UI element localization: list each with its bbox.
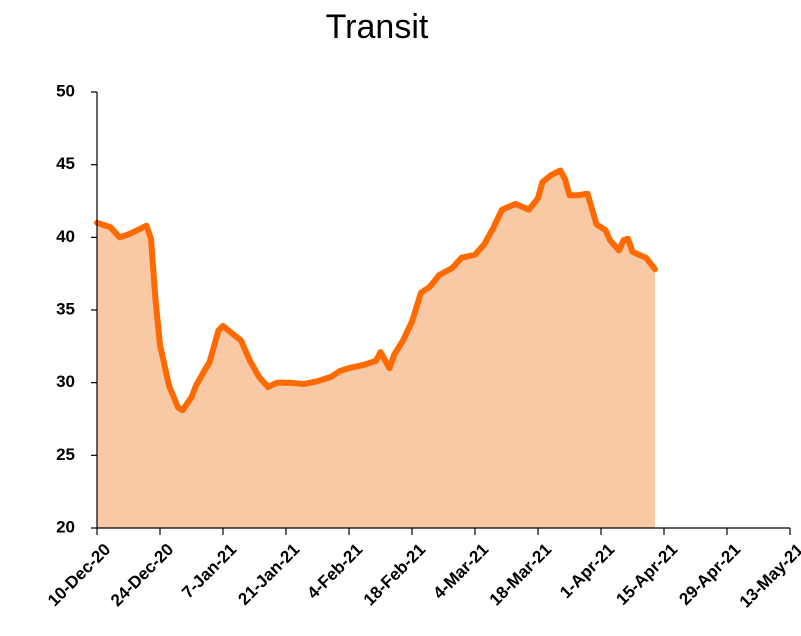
x-tick-label: 18-Feb-21 (360, 540, 430, 610)
x-tick-label: 1-Apr-21 (556, 540, 618, 602)
x-tick-label: 7-Jan-21 (178, 540, 240, 602)
y-tick-label: 30 (56, 372, 75, 391)
x-tick-label: 29-Apr-21 (675, 540, 744, 609)
y-tick-label: 20 (56, 517, 75, 536)
x-tick-label: 4-Mar-21 (429, 540, 492, 603)
y-tick-label: 45 (56, 154, 75, 173)
x-tick-label: 18-Mar-21 (486, 540, 556, 610)
x-tick-label: 15-Apr-21 (612, 540, 681, 609)
line (94, 167, 658, 414)
x-tick-label: 10-Dec-20 (44, 540, 114, 610)
x-tick-label: 21-Jan-21 (234, 540, 303, 609)
y-tick-label: 35 (56, 299, 75, 318)
x-tick-label: 4-Feb-21 (303, 540, 366, 603)
y-tick-label: 50 (56, 81, 75, 100)
y-tick-label: 25 (56, 445, 75, 464)
x-tick-label: 13-May-21 (736, 540, 801, 612)
x-tick-label: 24-Dec-20 (107, 540, 177, 610)
y-tick-label: 40 (56, 227, 75, 246)
area (97, 170, 655, 528)
chart-title: Transit (326, 8, 429, 46)
